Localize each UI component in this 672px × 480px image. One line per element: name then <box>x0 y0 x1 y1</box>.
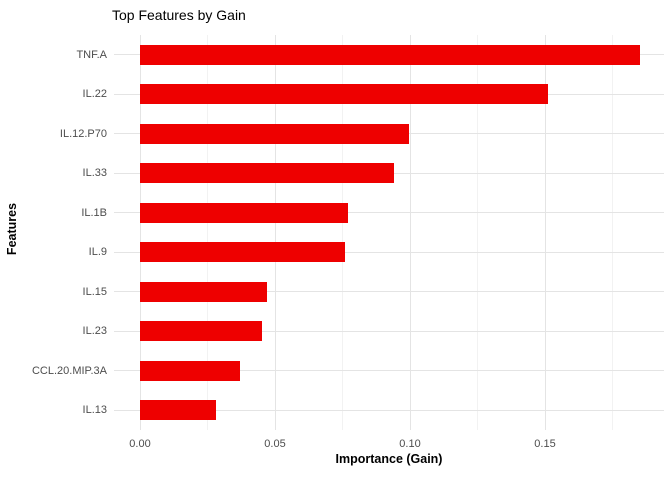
category-label: CCL.20.MIP.3A <box>31 364 107 377</box>
gridline-vertical-minor <box>612 35 613 430</box>
gridline-vertical-major <box>139 35 141 430</box>
category-label: TNF.A <box>76 48 107 61</box>
category-label: IL.22 <box>82 88 107 101</box>
bar-IL.1B <box>140 202 348 223</box>
gridline-vertical-minor <box>477 35 478 430</box>
x-axis-title: Importance (Gain) <box>335 452 443 466</box>
x-tick-label: 0.00 <box>129 438 151 450</box>
gridline-vertical-minor <box>342 35 343 430</box>
bar-IL.12.P70 <box>140 123 409 144</box>
gridline-horizontal-major <box>114 291 664 293</box>
x-tick-label: 0.15 <box>534 438 556 450</box>
gridline-horizontal-major <box>114 409 664 411</box>
gridline-vertical-major <box>274 35 276 430</box>
x-tick-label: 0.10 <box>399 438 421 450</box>
category-label: IL.13 <box>82 404 107 417</box>
gridline-horizontal-major <box>114 212 664 214</box>
category-label: IL.15 <box>82 285 107 298</box>
category-label: IL.9 <box>88 246 107 259</box>
x-tick-label: 0.05 <box>264 438 286 450</box>
gridline-vertical-minor <box>207 35 208 430</box>
category-label: IL.33 <box>82 167 107 180</box>
bar-IL.33 <box>140 163 394 184</box>
bar-IL.9 <box>140 242 346 263</box>
bar-IL.13 <box>140 400 216 421</box>
gridline-horizontal-major <box>114 370 664 372</box>
category-label: IL.12.P70 <box>59 127 107 140</box>
chart-title: Top Features by Gain <box>112 7 246 23</box>
plot-panel <box>114 35 664 430</box>
bar-CCL.20.MIP.3A <box>140 360 240 381</box>
bar-IL.15 <box>140 281 267 302</box>
y-axis-title: Features <box>5 202 19 256</box>
gridline-horizontal-major <box>114 251 664 253</box>
category-label: IL.1B <box>81 206 107 219</box>
gridline-vertical-major <box>544 35 546 430</box>
category-label: IL.23 <box>82 325 107 338</box>
bar-IL.23 <box>140 321 262 342</box>
bar-IL.22 <box>140 84 548 105</box>
gridline-horizontal-major <box>114 330 664 332</box>
gridline-vertical-major <box>409 35 411 430</box>
bar-TNF.A <box>140 44 640 65</box>
